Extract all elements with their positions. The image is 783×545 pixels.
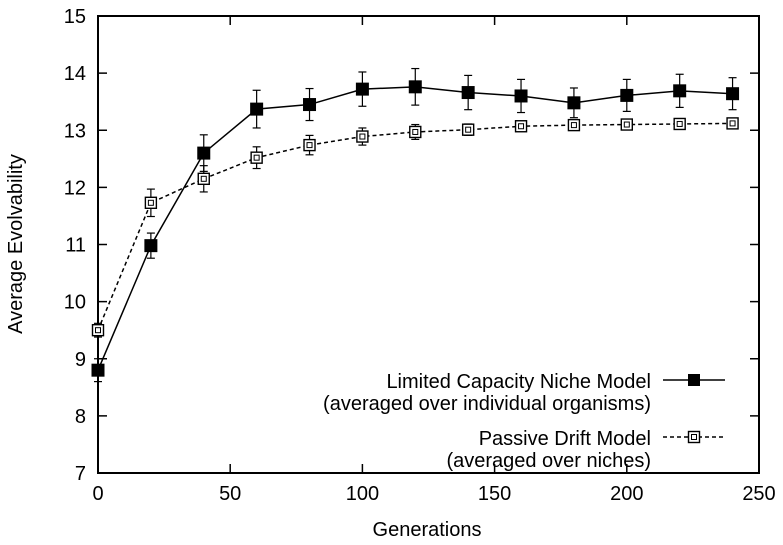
legend: Limited Capacity Niche Model(averaged ov… — [323, 371, 725, 472]
y-tick-label: 8 — [75, 406, 86, 428]
y-tick-label: 13 — [64, 120, 86, 142]
data-point-inner — [518, 123, 525, 130]
data-point — [408, 80, 422, 94]
x-tick-label: 150 — [478, 483, 511, 505]
data-point-inner — [465, 126, 472, 133]
y-axis-label: Average Evolvability — [5, 154, 27, 334]
legend-label: Passive Drift Model — [479, 428, 651, 450]
data-point — [673, 117, 686, 131]
data-point — [620, 118, 633, 131]
data-point — [567, 118, 581, 132]
data-point-inner — [253, 154, 260, 161]
y-tick-label: 10 — [64, 292, 86, 314]
series-2 — [91, 117, 739, 338]
legend-marker-inner — [691, 434, 697, 440]
series-line — [97, 122, 733, 331]
data-point — [409, 125, 422, 139]
data-point — [726, 87, 740, 101]
y-tick-label: 7 — [75, 463, 86, 485]
data-point-inner — [623, 121, 630, 128]
legend-marker — [688, 374, 700, 386]
data-point — [461, 123, 475, 136]
data-point — [91, 323, 105, 337]
data-point-inner — [306, 142, 313, 149]
data-point — [197, 172, 210, 186]
data-point-inner — [95, 327, 101, 334]
data-point — [514, 120, 528, 133]
data-point — [91, 363, 105, 377]
legend-marker — [687, 430, 701, 444]
data-point — [620, 88, 634, 102]
data-point-inner — [729, 120, 736, 127]
x-tick-label: 250 — [742, 483, 775, 505]
data-point — [197, 146, 211, 160]
y-tick-label: 11 — [65, 235, 86, 257]
y-tick-label: 12 — [64, 177, 86, 199]
data-point-inner — [412, 128, 419, 135]
data-point-inner — [570, 122, 577, 129]
x-tick-label: 50 — [219, 483, 241, 505]
y-tick-label: 14 — [64, 63, 86, 85]
data-point — [726, 117, 739, 130]
data-point — [673, 84, 687, 98]
y-tick-label: 15 — [64, 6, 86, 28]
legend-sublabel: (averaged over niches) — [446, 450, 651, 472]
data-point-inner — [200, 175, 207, 182]
data-point — [303, 98, 317, 112]
data-point — [567, 96, 581, 110]
data-point-inner — [147, 199, 154, 206]
data-point — [514, 89, 528, 103]
data-point — [461, 86, 475, 100]
data-point — [356, 130, 369, 143]
data-point — [144, 196, 158, 209]
data-point — [355, 82, 369, 96]
x-axis-label: Generations — [373, 519, 482, 541]
y-tick-label: 9 — [75, 349, 86, 371]
x-tick-label: 200 — [610, 483, 643, 505]
data-point-inner — [359, 133, 366, 140]
series-1 — [91, 67, 740, 383]
legend-label: Limited Capacity Niche Model — [386, 371, 651, 393]
data-point — [144, 239, 158, 253]
data-point-inner — [676, 120, 683, 127]
data-point — [250, 151, 263, 164]
x-tick-label: 100 — [346, 483, 379, 505]
data-point — [303, 138, 316, 152]
data-point — [250, 102, 264, 116]
x-tick-label: 0 — [92, 483, 103, 505]
legend-sublabel: (averaged over individual organisms) — [323, 393, 651, 415]
